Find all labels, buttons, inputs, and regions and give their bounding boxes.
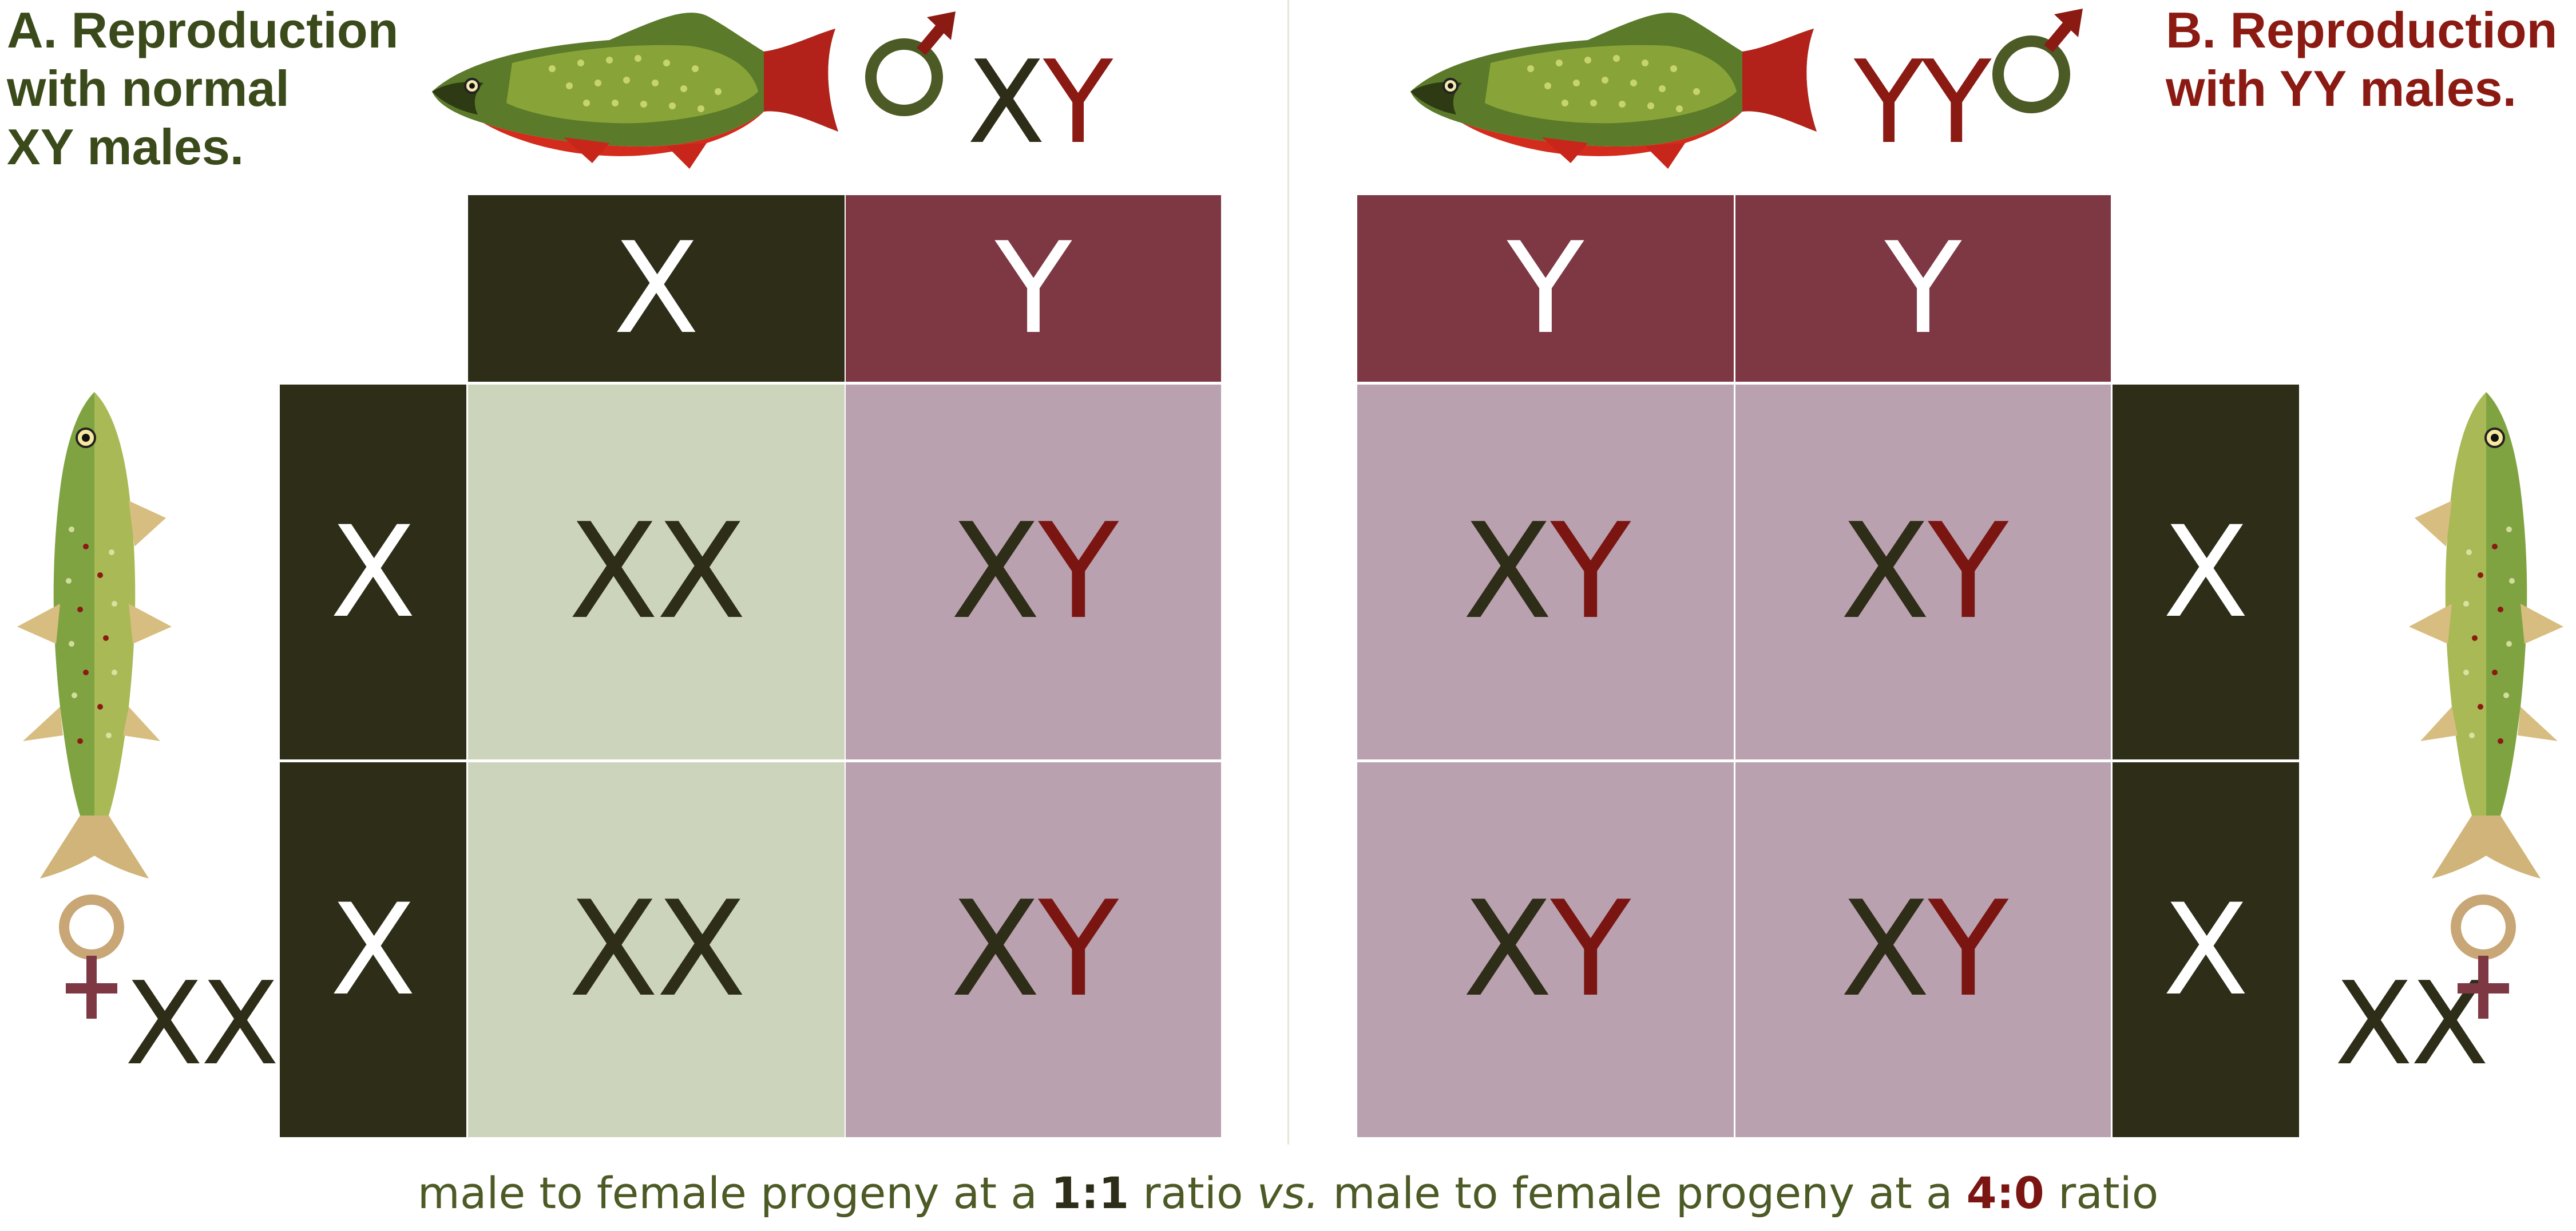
footer-ratio-a: 1:1 bbox=[1051, 1167, 1130, 1218]
male-symbol-icon bbox=[1992, 9, 2083, 113]
brook-trout-female-icon bbox=[2409, 392, 2563, 878]
panel-a-title: A. Reproduction with normal XY males. bbox=[7, 1, 398, 176]
panel-a-male-y: Y bbox=[1043, 36, 1113, 169]
panel-divider bbox=[1287, 0, 1289, 1145]
panel-a-male-genotype: XY bbox=[967, 46, 1113, 160]
punnett-a-col-header-x: X bbox=[468, 195, 845, 382]
footer-text-3: male to female progeny at a bbox=[1319, 1167, 1967, 1218]
allele: X bbox=[656, 496, 747, 648]
punnett-b-col-header-1: Y bbox=[1357, 195, 1734, 382]
footer-vs: vs. bbox=[1257, 1167, 1319, 1218]
allele: X bbox=[1462, 496, 1553, 648]
punnett-b-row-header-1: X bbox=[2113, 385, 2299, 759]
brook-trout-male-icon bbox=[432, 13, 838, 169]
allele: X bbox=[950, 496, 1041, 648]
panel-b-male-genotype: YY bbox=[1854, 36, 1991, 169]
footer-text-4: ratio bbox=[2044, 1167, 2159, 1218]
panel-b-title-line2: with YY males. bbox=[2166, 60, 2517, 117]
brook-trout-female-icon bbox=[17, 392, 172, 878]
allele: Y bbox=[1550, 873, 1631, 1026]
panel-a-title-line1: A. Reproduction bbox=[7, 2, 399, 58]
footer-text-2: ratio bbox=[1129, 1167, 1257, 1218]
footer-text-1: male to female progeny at a bbox=[417, 1167, 1051, 1218]
footer-ratio-b: 4:0 bbox=[1966, 1167, 2044, 1218]
punnett-b-col-header-2: Y bbox=[1735, 195, 2111, 382]
female-symbol-icon bbox=[59, 894, 124, 1019]
allele: Y bbox=[1928, 496, 2008, 648]
allele: Y bbox=[1038, 873, 1119, 1026]
allele: Y bbox=[1038, 496, 1119, 648]
allele: X bbox=[656, 873, 747, 1026]
panel-b-title: B. Reproduction with YY males. bbox=[2166, 1, 2557, 118]
allele: X bbox=[950, 873, 1041, 1026]
allele: Y bbox=[1928, 873, 2008, 1026]
footer-caption: male to female progeny at a 1:1 ratio vs… bbox=[0, 1167, 2576, 1218]
allele: X bbox=[1840, 496, 1931, 648]
punnett-a-col-header-y: Y bbox=[846, 195, 1221, 382]
allele: X bbox=[568, 873, 659, 1026]
punnett-a-row-header-2: X bbox=[280, 762, 466, 1137]
punnett-a-row-header-1: X bbox=[280, 385, 466, 759]
brook-trout-male-icon bbox=[1410, 13, 1817, 169]
allele: X bbox=[568, 496, 659, 648]
panel-a-title-line2: with normal bbox=[7, 60, 290, 117]
panel-a-female-genotype: XX bbox=[125, 957, 279, 1091]
male-symbol-icon bbox=[865, 11, 956, 116]
female-symbol-icon bbox=[2451, 894, 2516, 1019]
panel-b-title-line1: B. Reproduction bbox=[2166, 2, 2558, 58]
allele: X bbox=[1840, 873, 1931, 1026]
panel-a-male-x: X bbox=[967, 36, 1045, 169]
allele: X bbox=[1462, 873, 1553, 1026]
panel-a-title-line3: XY males. bbox=[7, 118, 244, 175]
punnett-b-row-header-2: X bbox=[2113, 762, 2299, 1137]
allele: Y bbox=[1550, 496, 1631, 648]
